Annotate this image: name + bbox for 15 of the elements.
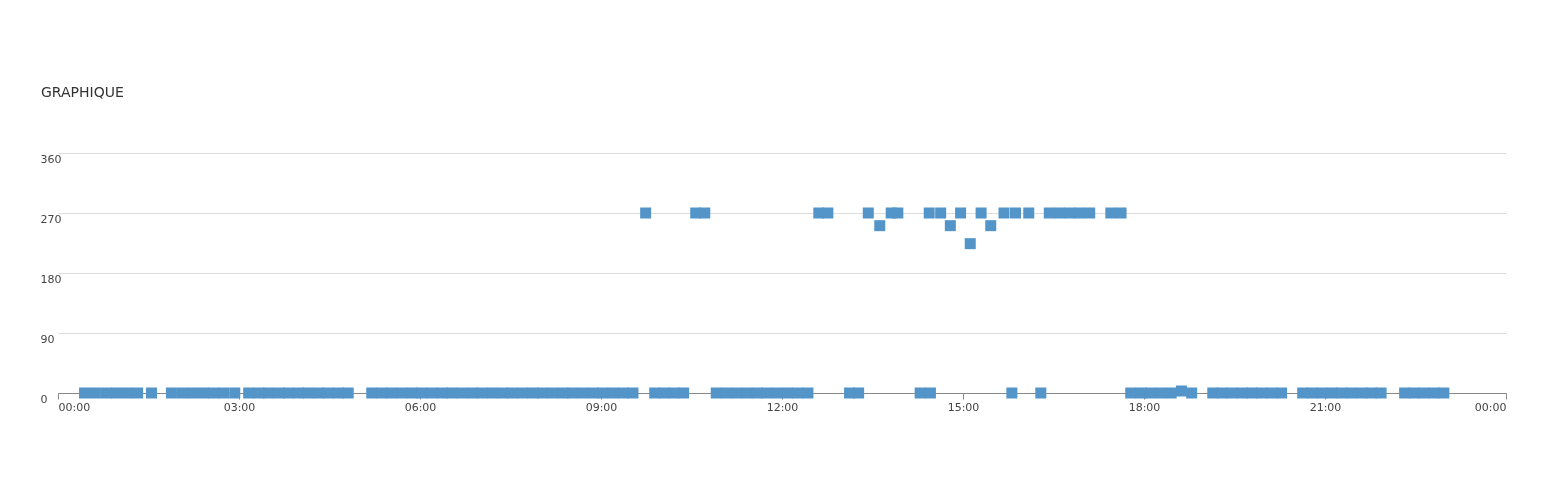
x-tick-label: 03:00 [223, 400, 256, 414]
x-tick-label: 09:00 [585, 400, 618, 414]
y-tick-label: 360 [40, 152, 62, 166]
x-tick-label: 06:00 [404, 400, 437, 414]
y-tick-label: 180 [40, 272, 62, 286]
x-tick-label: 00:00 [1474, 400, 1507, 414]
y-tick-label: 0 [40, 392, 48, 406]
x-tick-label: 21:00 [1309, 400, 1342, 414]
y-tick-label: 270 [40, 212, 62, 226]
x-tick-label: 12:00 [766, 400, 799, 414]
x-tick-label: 00:00 [58, 400, 91, 414]
x-tick-label: 15:00 [947, 400, 980, 414]
chart-title: GRAPHIQUE [41, 84, 124, 100]
y-tick-label: 90 [40, 332, 55, 346]
x-tick-label: 18:00 [1128, 400, 1161, 414]
